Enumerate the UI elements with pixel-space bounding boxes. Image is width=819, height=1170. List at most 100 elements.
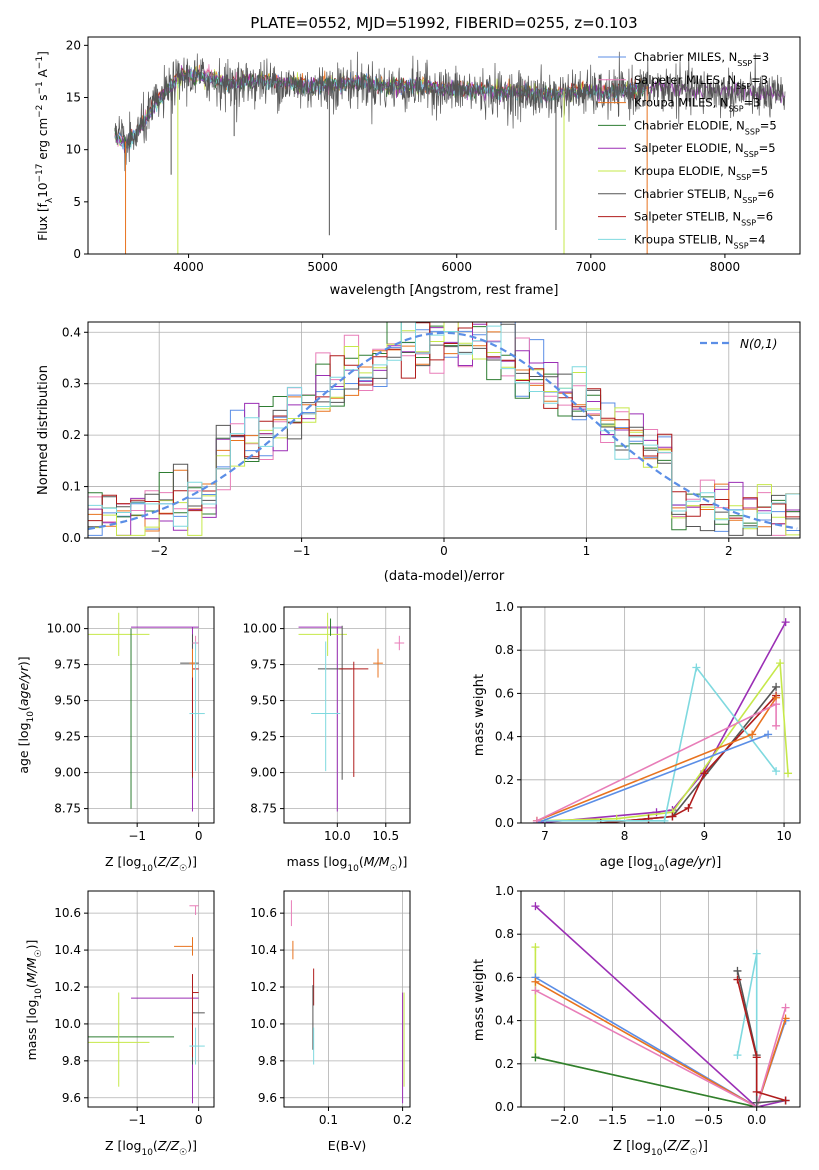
age_vs_mass-point-chabrier_stelib (317, 625, 352, 780)
weight_vs_z-series-chabrier_elodie (535, 1056, 757, 1107)
age_vs_z-ylabel: age [log10(age/yr)] (16, 656, 36, 773)
legend-sub: SSP (729, 104, 744, 113)
age_vs_mass-plot-area (298, 612, 405, 812)
legend-gaussian-label: N(0,1) (740, 337, 777, 351)
weight_vs_age-xtick-label: 8 (621, 829, 629, 843)
mass_vs_ebv-frame: 0.1 0.2 9.6 9.8 10.0 10.2 10.4 10.6 (250, 890, 412, 1127)
weight_vs_age-ytick-label: 0.0 (495, 816, 514, 830)
weight_vs_age-marker-salpeter_miles (772, 721, 781, 730)
spectrum-xtick-label: 7000 (576, 260, 607, 274)
spectrum-axes-box (87, 36, 801, 255)
legend-sub: SSP (737, 59, 752, 68)
weight_vs_z-marker-kroupa_stelib (752, 949, 761, 958)
age_vs_mass-axes (284, 607, 410, 823)
mass_vs_z-ytick-label: 10.4 (54, 943, 81, 957)
weight_vs_age-xtick-label: 10 (776, 829, 791, 843)
weight_vs_z-ytick-label: 0.0 (495, 1100, 514, 1114)
weight_vs_z-series-chabrier_stelib (736, 970, 786, 1104)
weight_vs_age-marker-chabrier_stelib (772, 682, 781, 691)
spectrum-xtick-label: 6000 (441, 260, 472, 274)
weight_vs_age-marker-salpeter_miles (772, 700, 781, 709)
weight_vs_z-marker-salpeter_stelib (752, 1053, 761, 1062)
weight_vs_z-series-kroupa_elodie (534, 947, 757, 1107)
age_vs_mass-xtick-label: 10.5 (372, 829, 399, 843)
mass_vs_ebv-ytick-label: 9.6 (258, 1091, 277, 1105)
weight_vs_age-xtick-label: 7 (541, 829, 549, 843)
weight_vs_z-marker-salpeter_stelib (752, 1087, 761, 1096)
age_vs_mass-point-kroupa_stelib (311, 641, 341, 772)
weight_vs_z-marker-kroupa_elodie (531, 943, 540, 952)
weight_vs_z-marker-chabrier_elodie (531, 1053, 540, 1062)
age_vs_mass-point-salpeter_stelib (339, 661, 369, 777)
residuals-hist-kroupa_stelib (88, 322, 800, 538)
weight_vs_z-series-kroupa_stelib (736, 953, 758, 1107)
weight_vs_z-ytick-label: 0.2 (495, 1057, 514, 1071)
residuals-xtick-label: 1 (583, 544, 591, 558)
age_vs_z-ytick-label: 10.00 (47, 622, 81, 636)
legend-entry-salpeter_elodie: Salpeter ELODIE, NSSP=5 (634, 141, 776, 159)
weight_vs_z-marker-kroupa_stelib (733, 1051, 742, 1060)
weight_vs_age-marker-salpeter_miles (532, 816, 541, 823)
weight_vs_age-marker-kroupa_stelib (660, 816, 669, 823)
weight_vs_z-plot-area (531, 902, 790, 1107)
weight_vs_age-marker-salpeter_elodie (781, 618, 790, 627)
weight_vs_z-marker-salpeter_elodie (531, 902, 540, 911)
residuals-plot-area (88, 322, 800, 538)
spectrum-xtick-label: 5000 (307, 260, 338, 274)
mass_vs_ebv-axes-box (283, 890, 411, 1108)
residuals-ytick-label: 0.3 (62, 377, 81, 391)
weight_vs_age-series-kroupa_stelib (544, 665, 777, 822)
weight_vs_age-ytick-label: 1.0 (495, 600, 514, 614)
weight_vs_age-series-kroupa_miles (536, 697, 777, 822)
age_vs_z-point-kroupa_elodie (88, 612, 150, 656)
mass_vs_z-point-salpeter_miles (189, 905, 199, 915)
weight_vs_age-marker-salpeter_stelib (668, 812, 677, 821)
legend-n: =5 (759, 141, 776, 155)
age_vs_mass-ytick-label: 9.00 (250, 766, 277, 780)
age_vs_mass-ytick-label: 9.75 (250, 658, 277, 672)
mass_vs_z-ytick-label: 9.8 (62, 1054, 81, 1068)
age_vs_mass-ytick-label: 10.00 (243, 622, 277, 636)
legend-n: =5 (760, 118, 777, 132)
legend-entry-salpeter_stelib: Salpeter STELIB, NSSP=6 (634, 210, 773, 228)
age_vs_z-xtick-label: 0 (195, 829, 203, 843)
weight_vs_z-xtick-label: −0.5 (694, 1113, 723, 1127)
legend-entry-chabrier_stelib: Chabrier STELIB, NSSP=6 (634, 187, 774, 205)
age_vs_z-point-kroupa_miles (189, 648, 196, 678)
weight_vs_z-ytick-label: 0.6 (495, 970, 514, 984)
weight_vs_age-marker-kroupa_stelib (692, 663, 701, 672)
age_vs_z-ytick-label: 9.00 (54, 766, 81, 780)
mass_vs_ebv-xtick-label: 0.1 (319, 1113, 338, 1127)
residuals-ylabel: Normed distribution (36, 365, 51, 495)
age_vs_z-ytick-label: 9.50 (54, 694, 81, 708)
age_vs_z-ytick-label: 9.25 (54, 730, 81, 744)
residuals-frame: −2 −1 0 1 2 0.0 0.1 0.2 0.3 0.4 (62, 321, 801, 558)
mass_vs_z-axes (88, 891, 214, 1107)
legend-sub: SSP (742, 195, 757, 204)
weight_vs_z-series-salpeter_stelib (736, 979, 786, 1102)
legend-n: =4 (749, 232, 766, 246)
mass_vs_z-xtick-label: 0 (195, 1113, 203, 1127)
age_vs_mass-point-kroupa_elodie (298, 612, 347, 656)
age_vs_z-frame: −1 0 8.75 9.00 9.25 9.50 9.75 10.00 (47, 606, 215, 843)
legend-sub: SSP (736, 173, 751, 182)
age_vs_z-point-kroupa_stelib (189, 641, 205, 772)
legend-entry-chabrier_elodie: Chabrier ELODIE, NSSP=5 (634, 118, 777, 136)
weight_vs_z-marker-chabrier_stelib (733, 966, 742, 975)
residuals-ytick-label: 0.0 (62, 531, 81, 545)
mass_vs_z-point-salpeter_elodie (131, 992, 199, 1104)
spectrum-ylabel: Flux [fλ10−17 erg cm−2 s−1 A−1] (35, 51, 55, 241)
weight_vs_age-plot-area (532, 618, 793, 823)
spectrum-series-chabrier_stelib (114, 51, 786, 172)
weight_vs_z-xlabel: Z [log10(Z/Z☉)] (613, 1139, 708, 1158)
age_vs_mass-ytick-label: 9.25 (250, 730, 277, 744)
weight_vs_z-series-salpeter_elodie (534, 905, 786, 1107)
weight_vs_z-marker-salpeter_stelib (733, 975, 742, 984)
weight_vs_age-marker-kroupa_elodie (784, 769, 793, 778)
spectrum-ytick-label: 15 (66, 91, 81, 105)
mass_vs_ebv-ytick-label: 10.4 (250, 943, 277, 957)
weight_vs_age-axes-box (520, 606, 801, 824)
weight_vs_age-xtick-label: 9 (701, 829, 709, 843)
legend-entry-kroupa_elodie: Kroupa ELODIE, NSSP=5 (634, 164, 768, 182)
residuals-xtick-label: −2 (150, 544, 168, 558)
